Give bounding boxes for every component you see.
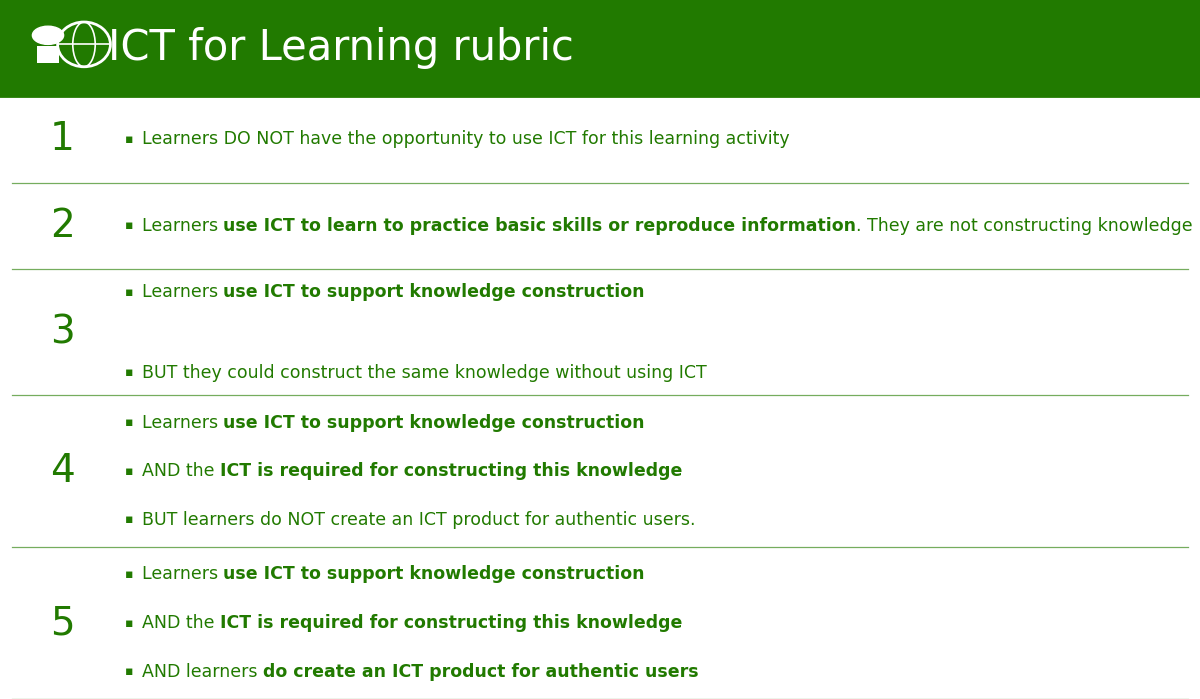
Text: Learners: Learners bbox=[142, 565, 223, 584]
Text: BUT they could construct the same knowledge without using ICT: BUT they could construct the same knowle… bbox=[142, 363, 707, 382]
Text: use ICT to support knowledge construction: use ICT to support knowledge constructio… bbox=[223, 414, 644, 431]
Text: . They are not constructing knowledge: . They are not constructing knowledge bbox=[857, 217, 1193, 235]
Circle shape bbox=[32, 26, 64, 44]
Text: ICT is required for constructing this knowledge: ICT is required for constructing this kn… bbox=[220, 614, 682, 632]
Text: ▪: ▪ bbox=[125, 133, 134, 145]
Text: ▪: ▪ bbox=[125, 285, 134, 298]
Text: AND learners: AND learners bbox=[142, 663, 263, 681]
Text: AND the: AND the bbox=[142, 462, 220, 480]
Text: Learners DO NOT have the opportunity to use ICT for this learning activity: Learners DO NOT have the opportunity to … bbox=[142, 130, 790, 148]
Text: ▪: ▪ bbox=[125, 665, 134, 678]
Text: ICT for Learning rubric: ICT for Learning rubric bbox=[108, 27, 574, 69]
Text: 2: 2 bbox=[50, 207, 74, 245]
Text: ▪: ▪ bbox=[125, 219, 134, 233]
Text: Learners: Learners bbox=[142, 217, 223, 235]
Text: Learners: Learners bbox=[142, 414, 223, 431]
Text: use ICT to support knowledge construction: use ICT to support knowledge constructio… bbox=[223, 283, 644, 301]
Text: 5: 5 bbox=[50, 604, 74, 642]
Text: AND the: AND the bbox=[142, 614, 220, 632]
Text: ▪: ▪ bbox=[125, 513, 134, 526]
Text: 4: 4 bbox=[50, 452, 74, 490]
Bar bbox=[0, 0, 1200, 96]
Text: ▪: ▪ bbox=[125, 465, 134, 477]
Text: ▪: ▪ bbox=[125, 568, 134, 581]
Text: BUT learners do NOT create an ICT product for authentic users.: BUT learners do NOT create an ICT produc… bbox=[142, 511, 695, 528]
Text: ICT is required for constructing this knowledge: ICT is required for constructing this kn… bbox=[220, 462, 682, 480]
Text: ▪: ▪ bbox=[125, 416, 134, 429]
Text: use ICT to learn to practice basic skills or reproduce information: use ICT to learn to practice basic skill… bbox=[223, 217, 857, 235]
Text: 3: 3 bbox=[50, 313, 74, 352]
Text: do create an ICT product for authentic users: do create an ICT product for authentic u… bbox=[263, 663, 698, 681]
FancyArrow shape bbox=[37, 46, 59, 64]
Text: ▪: ▪ bbox=[125, 617, 134, 630]
Text: use ICT to support knowledge construction: use ICT to support knowledge constructio… bbox=[223, 565, 644, 584]
Text: Learners: Learners bbox=[142, 283, 223, 301]
Text: 1: 1 bbox=[50, 120, 74, 158]
Text: ▪: ▪ bbox=[125, 366, 134, 379]
